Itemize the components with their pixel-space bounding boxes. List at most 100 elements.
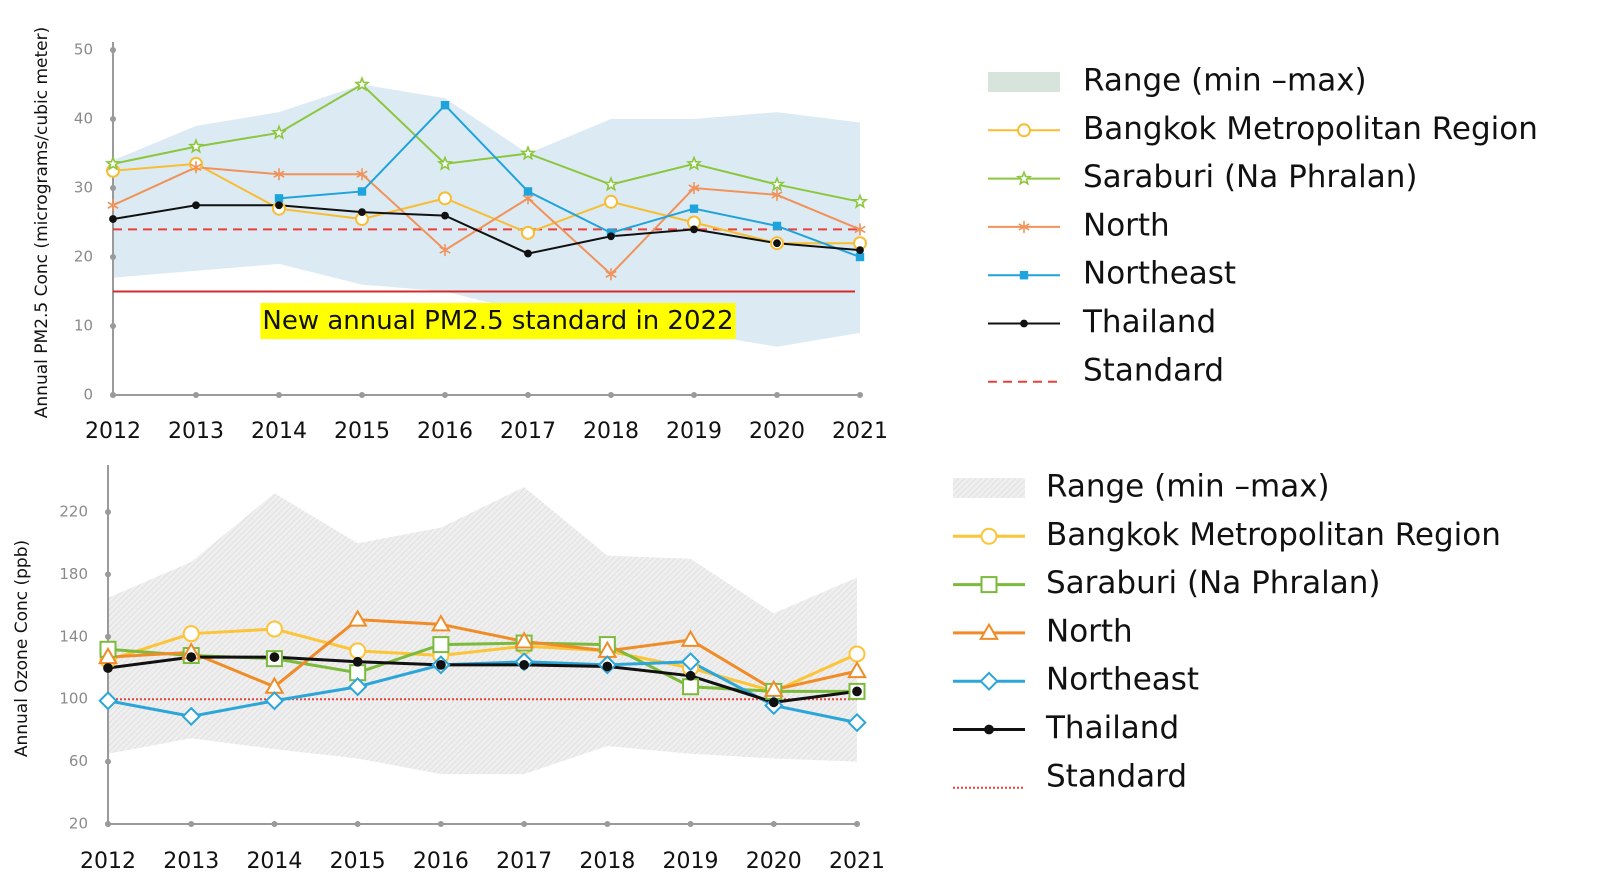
x-tick-label: 2021 (829, 849, 885, 874)
legend-marker (1019, 271, 1029, 280)
y-tick-label: 40 (74, 110, 93, 128)
x-tick (691, 392, 697, 398)
x-tick-label: 2012 (80, 849, 136, 874)
x-tick (271, 821, 278, 827)
legend-label: Standard (1083, 352, 1224, 388)
data-point (690, 225, 698, 234)
series-line (112, 83, 861, 203)
x-tick (774, 392, 780, 398)
data-point (269, 652, 280, 662)
data-point (265, 620, 283, 638)
y-tick-label: 140 (59, 627, 88, 645)
legend-marker (1018, 220, 1030, 233)
data-point (680, 629, 701, 647)
y-tick (110, 254, 116, 260)
data-point (192, 201, 200, 210)
data-point (602, 176, 620, 192)
x-tick (110, 392, 116, 398)
annotation-box (260, 303, 736, 339)
legend-label: Range (min –max) (1046, 469, 1330, 505)
data-point (524, 249, 532, 258)
x-tick (770, 821, 777, 827)
data-point (186, 652, 197, 662)
x-tick-label: 2020 (746, 849, 802, 874)
data-point (602, 661, 613, 672)
data-point (768, 697, 779, 708)
legend-marker (979, 671, 999, 691)
series-line (107, 655, 858, 704)
data-point (772, 221, 782, 231)
x-tick-label: 2014 (251, 419, 307, 444)
data-point (854, 223, 866, 236)
legend-label: Saraburi (Na Phralan) (1083, 159, 1418, 195)
legend-swatch (953, 478, 1025, 498)
data-point (270, 124, 288, 140)
data-point (685, 155, 703, 171)
y-tick (110, 323, 116, 329)
data-point (847, 660, 867, 679)
series-line (107, 627, 858, 693)
x-tick-label: 2020 (749, 419, 805, 444)
legend-swatch (988, 72, 1060, 92)
series-line (112, 166, 861, 276)
x-tick (359, 392, 365, 398)
x-tick-label: 2016 (413, 849, 469, 874)
x-tick (608, 392, 614, 398)
x-tick-label: 2015 (334, 419, 390, 444)
legend-label: Bangkok Metropolitan Region (1083, 111, 1538, 147)
y-tick-label: 20 (69, 815, 88, 833)
y-tick-label: 180 (59, 565, 88, 583)
data-point (605, 268, 617, 281)
x-tick (354, 821, 361, 827)
data-point (274, 194, 284, 203)
y-tick-label: 220 (59, 503, 88, 521)
legend-marker (980, 576, 998, 594)
data-point (352, 656, 363, 667)
data-point (856, 246, 864, 255)
x-tick-label: 2017 (496, 849, 552, 874)
legend-marker (1015, 170, 1033, 186)
y-tick-label: 20 (74, 248, 93, 266)
data-point (347, 609, 368, 627)
data-point (109, 215, 117, 223)
x-tick-label: 2013 (168, 419, 224, 444)
data-point (436, 155, 454, 171)
data-point (349, 642, 367, 660)
data-point (688, 182, 700, 194)
x-tick-label: 2016 (417, 419, 473, 444)
data-point (438, 191, 452, 206)
x-tick-label: 2013 (163, 849, 219, 874)
legend-label: Bangkok Metropolitan Region (1046, 517, 1501, 553)
y-tick (105, 571, 111, 578)
data-point (440, 101, 450, 110)
legend-label: Saraburi (Na Phralan) (1046, 565, 1381, 601)
y-tick (110, 116, 116, 122)
y-tick (110, 47, 116, 53)
x-tick (604, 821, 611, 827)
data-point (190, 161, 202, 174)
y-tick-label: 10 (74, 317, 93, 335)
series-line (278, 103, 861, 258)
data-point (107, 199, 119, 212)
series-line (107, 618, 858, 692)
data-point (357, 187, 367, 196)
y-tick (110, 185, 116, 191)
x-tick (188, 821, 195, 827)
data-point (264, 691, 285, 711)
data-point (441, 211, 449, 220)
y-tick-label: 100 (59, 690, 88, 708)
legend-marker (984, 724, 994, 735)
x-tick (276, 392, 282, 398)
data-point (607, 232, 615, 241)
legend-label: Standard (1046, 758, 1187, 794)
data-point (680, 652, 701, 672)
x-tick (437, 821, 444, 827)
x-tick (525, 392, 531, 398)
data-point (181, 706, 201, 727)
legend-label: Thailand (1082, 304, 1216, 340)
data-point (430, 614, 451, 632)
y-tick-label: 30 (74, 179, 93, 197)
data-point (855, 252, 865, 262)
x-tick-label: 2019 (663, 849, 719, 874)
data-point (519, 660, 529, 670)
